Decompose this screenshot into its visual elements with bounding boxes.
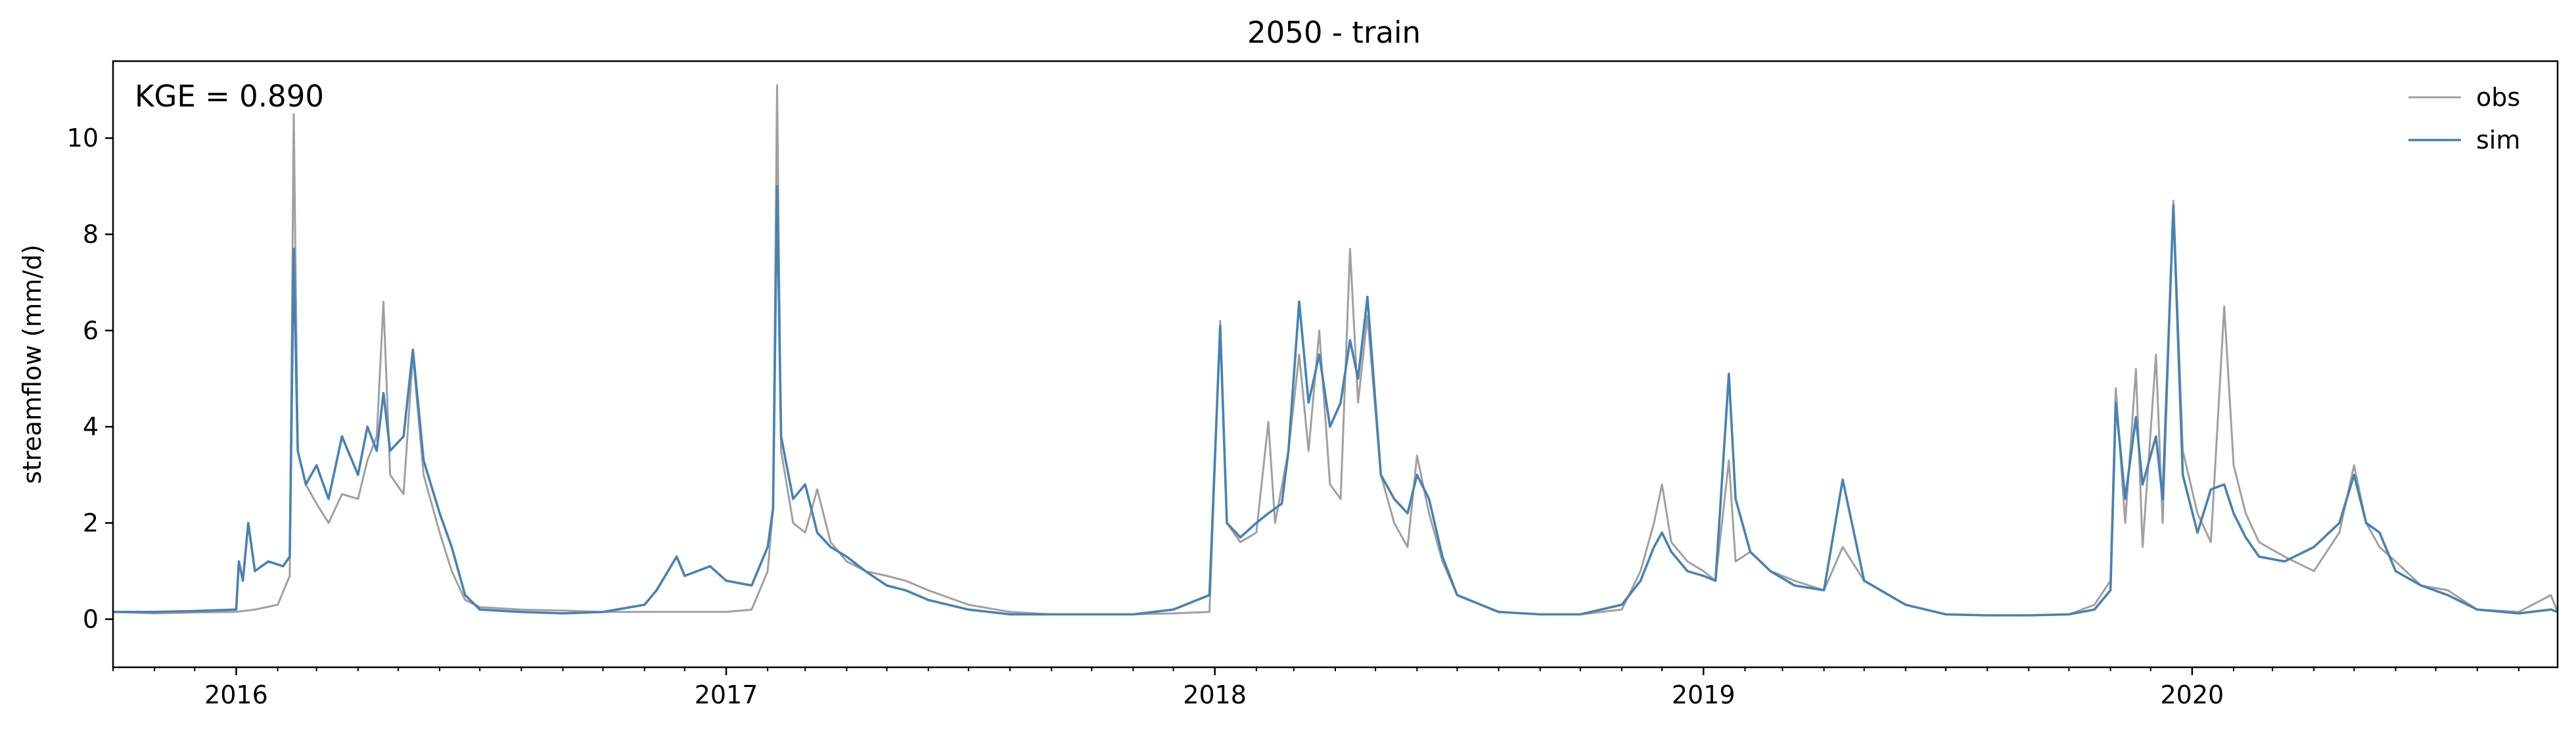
y-tick-label: 2 (83, 508, 99, 537)
chart-title: 2050 - train (1247, 15, 1421, 50)
plot-area (112, 84, 2559, 617)
x-tick-label: 2018 (1183, 680, 1247, 709)
legend-label-obs: obs (2476, 83, 2520, 112)
kge-annotation: KGE = 0.890 (135, 79, 324, 114)
y-axis-label: streamflow (mm/d) (18, 245, 47, 484)
y-tick-label: 8 (83, 220, 99, 249)
series-line-obs (112, 84, 2559, 617)
y-axis: 0 2 4 6 8 10 (67, 124, 113, 634)
x-tick-label: 2016 (204, 680, 268, 709)
x-tick-label: 2020 (2160, 680, 2224, 709)
y-tick-label: 6 (83, 316, 99, 345)
y-tick-label: 0 (83, 605, 99, 634)
x-axis: 2016 2017 2018 2019 2020 (112, 667, 2519, 709)
legend: obs sim (2408, 83, 2520, 154)
legend-label-sim: sim (2476, 126, 2520, 154)
x-tick-label: 2017 (695, 680, 758, 709)
x-tick-label: 2019 (1672, 680, 1736, 709)
axes-frame (112, 60, 2559, 669)
y-tick-label: 10 (67, 124, 99, 153)
series-line-sim (113, 185, 2558, 617)
y-tick-label: 4 (83, 412, 99, 441)
